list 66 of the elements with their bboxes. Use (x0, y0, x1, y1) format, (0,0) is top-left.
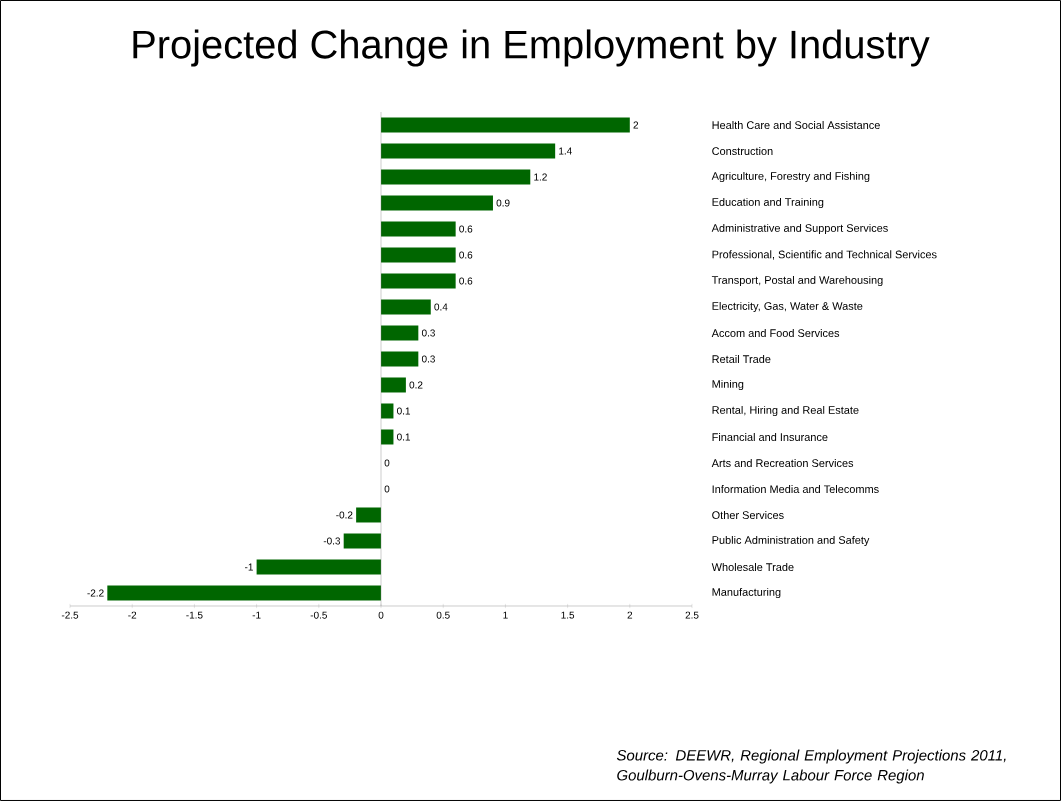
bar (343, 533, 382, 549)
bar (256, 559, 382, 575)
bar (356, 507, 382, 523)
bar (381, 377, 406, 393)
data-label: 1.4 (559, 147, 572, 155)
x-tick-label: 1 (503, 611, 508, 619)
data-label: 0.2 (409, 381, 423, 389)
y-tick-label: Professional, Scientific and Technical Services (712, 250, 937, 260)
data-label: 0.4 (434, 303, 448, 311)
y-tick-label: Manufacturing (712, 587, 781, 599)
y-tick-label: Arts and Recreation Services (711, 458, 854, 468)
data-label: 0 (384, 459, 390, 467)
data-label: 2 (633, 121, 639, 129)
y-tick-label: Rental, Hiring and Real Estate (712, 405, 859, 417)
x-tick-label: 0.5 (436, 611, 450, 619)
y-tick-label: Health Care and Social Assistance (712, 120, 880, 130)
bar (381, 325, 419, 341)
x-tick-label: -1 (252, 611, 261, 619)
data-label: 0.3 (421, 355, 435, 363)
x-tick-label: 1.5 (561, 611, 575, 619)
data-label: -2.2 (87, 589, 104, 597)
x-tick-label: 2.5 (685, 611, 699, 619)
bar (381, 169, 531, 185)
source-note: Source: DEEWR, Regional Employment Projections 2011, Goulburn-Ovens-Murray Labour Force Region (616, 749, 1006, 784)
data-label: 0.6 (459, 251, 473, 259)
bar (381, 273, 456, 289)
bar (381, 221, 456, 237)
data-label: -0.3 (323, 537, 341, 545)
data-label: -1 (244, 563, 253, 571)
bar (107, 585, 382, 601)
data-label: -0.2 (336, 511, 353, 519)
x-tick-label: -2.5 (61, 611, 79, 619)
y-tick-label: Administrative and Support Services (711, 223, 888, 235)
y-tick-label: Agriculture, Forestry and Fishing (711, 171, 870, 183)
bar (381, 117, 630, 133)
data-label: 0 (384, 485, 390, 493)
y-tick-label: Other Services (712, 510, 784, 520)
y-tick-label: Wholesale Trade (711, 562, 794, 572)
data-label: 0.9 (496, 199, 510, 207)
chart-title: Projected Change in Employment by Industry (133, 29, 930, 67)
bar (381, 299, 431, 315)
data-label: 0.1 (397, 433, 411, 441)
bar (381, 247, 456, 263)
x-tick-label: 2 (627, 611, 633, 619)
data-label: 0.3 (421, 329, 435, 337)
y-tick-label: Construction (712, 146, 773, 156)
x-tick-label: 0 (378, 611, 384, 619)
y-tick-label: Financial and Insurance (712, 432, 828, 442)
y-tick-label: Information Media and Telecomms (712, 484, 879, 494)
y-tick-label: Accom and Food Services (711, 328, 840, 338)
y-tick-label: Retail Trade (712, 354, 771, 364)
y-tick-label: Electricity, Gas, Water & Waste (712, 301, 863, 313)
data-label: 0.1 (397, 407, 411, 415)
y-tick-label: Education and Training (712, 197, 824, 209)
y-tick-label: Transport, Postal and Warehousing (711, 275, 883, 287)
data-label: 0.6 (459, 225, 473, 233)
x-tick-label: -0.5 (310, 611, 327, 619)
x-tick-label: -2 (128, 611, 137, 619)
y-tick-label: Mining (712, 379, 744, 391)
bar (381, 143, 556, 159)
data-label: 1.2 (534, 173, 547, 181)
data-label: 0.6 (459, 277, 473, 285)
bar (381, 195, 493, 211)
bar (381, 351, 419, 367)
y-tick-label: Public Administration and Safety (712, 535, 870, 547)
x-tick-label: -1.5 (186, 611, 203, 619)
